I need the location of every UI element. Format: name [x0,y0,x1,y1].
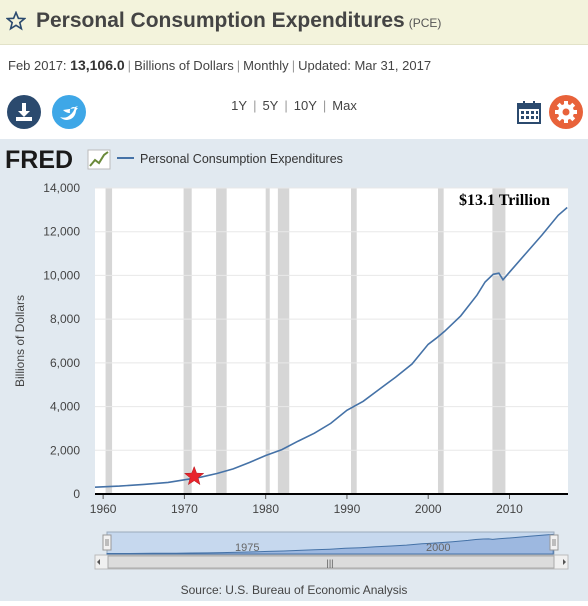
series-line-pce [94,206,568,488]
y-tick-label: 4,000 [50,400,80,414]
meta-frequency: Monthly [243,58,289,73]
range-navigator: 1975 2000 ||| [94,531,569,570]
series-meta: Feb 2017: 13,106.0 | Billions of Dollars | M… [8,57,432,73]
y-tick-label: 14,000 [43,181,80,195]
meta-units: Billions of Dollars [134,58,234,73]
y-tick-label: 10,000 [43,268,80,282]
value-annotation: $13.1 Trillion [459,192,550,209]
fred-logo: FRED [5,146,111,174]
y-tick-label: 2,000 [50,443,80,457]
navigator-series-area [106,533,554,555]
x-tick-label: 1990 [334,502,361,516]
y-axis-label: Billions of Dollars [13,295,27,387]
series-title: Personal Consumption Expenditures (PCE) [36,9,441,33]
plot-area [95,188,568,494]
series-title-text: Personal Consumption Expenditures [36,9,405,32]
red-star-marker-icon [183,465,205,486]
source-note: Source: U.S. Bureau of Economic Analysis [181,583,408,597]
y-tick-label: 0 [73,487,80,501]
navigator-label-2000: 2000 [426,542,450,554]
title-bar: Personal Consumption Expenditures (PCE) [0,0,588,45]
x-tick-label: 1960 [90,502,117,516]
recession-bands [105,188,506,494]
range-1y-link[interactable]: 1Y [231,98,248,113]
toolbar: 1Y | 5Y | 10Y | Max [0,90,588,134]
recession-band-4 [277,188,290,494]
recession-band-5 [351,188,357,494]
scroll-right-arrow-icon[interactable] [563,559,566,565]
gear-icon [555,101,577,123]
gridlines [95,187,568,451]
favorite-star-icon[interactable] [6,11,26,31]
y-tick-label: 12,000 [43,225,80,239]
navigator-left-handle[interactable] [102,534,112,551]
fred-logo-chart-icon [87,149,111,170]
navigator-scrollbar-thumb[interactable] [107,555,555,569]
navigator-label-1975: 1975 [235,542,259,554]
recession-band-3 [265,188,270,494]
x-tick-label: 2000 [415,502,442,516]
download-icon [16,103,32,121]
chart-container: FRED Personal Consumption Expenditures 0… [0,139,588,601]
range-selector: 1Y | 5Y | 10Y | Max [231,98,357,113]
y-axis-ticks: 0 2,000 4,000 6,000 8,000 10,000 12,000 14,000 [43,181,80,501]
recession-band-0 [105,188,113,494]
range-5y-link[interactable]: 5Y [262,98,279,113]
meta-updated: Updated: Mar 31, 2017 [298,58,432,73]
download-button[interactable] [7,95,41,129]
scroll-left-arrow-icon[interactable] [97,559,100,565]
x-axis-ticks: 1960 1970 1980 1990 2000 2010 [90,494,523,516]
meta-value: 13,106.0 [70,57,125,73]
y-tick-label: 6,000 [50,356,80,370]
range-10y-link[interactable]: 10Y [293,98,317,113]
y-tick-label: 8,000 [50,312,80,326]
series-id-tag: (PCE) [408,16,442,30]
settings-button[interactable] [549,95,583,129]
x-tick-label: 1980 [252,502,279,516]
meta-period: Feb 2017: [8,58,67,73]
chart-legend: Personal Consumption Expenditures [117,152,343,166]
twitter-bird-icon [60,106,78,120]
range-max-link[interactable]: Max [332,98,357,113]
calendar-icon[interactable] [516,99,542,125]
recession-band-2 [216,188,227,494]
recession-band-6 [437,188,444,494]
legend-label: Personal Consumption Expenditures [140,152,343,166]
scrollbar-grip-icon: ||| [326,558,333,568]
chart-svg: FRED Personal Consumption Expenditures 0… [5,146,569,597]
recession-band-7 [492,188,506,494]
fred-logo-text: FRED [5,146,73,174]
x-tick-label: 2010 [496,502,523,516]
twitter-share-button[interactable] [52,95,86,129]
x-tick-label: 1970 [171,502,198,516]
recession-band-1 [183,188,192,494]
navigator-right-handle[interactable] [549,534,559,551]
